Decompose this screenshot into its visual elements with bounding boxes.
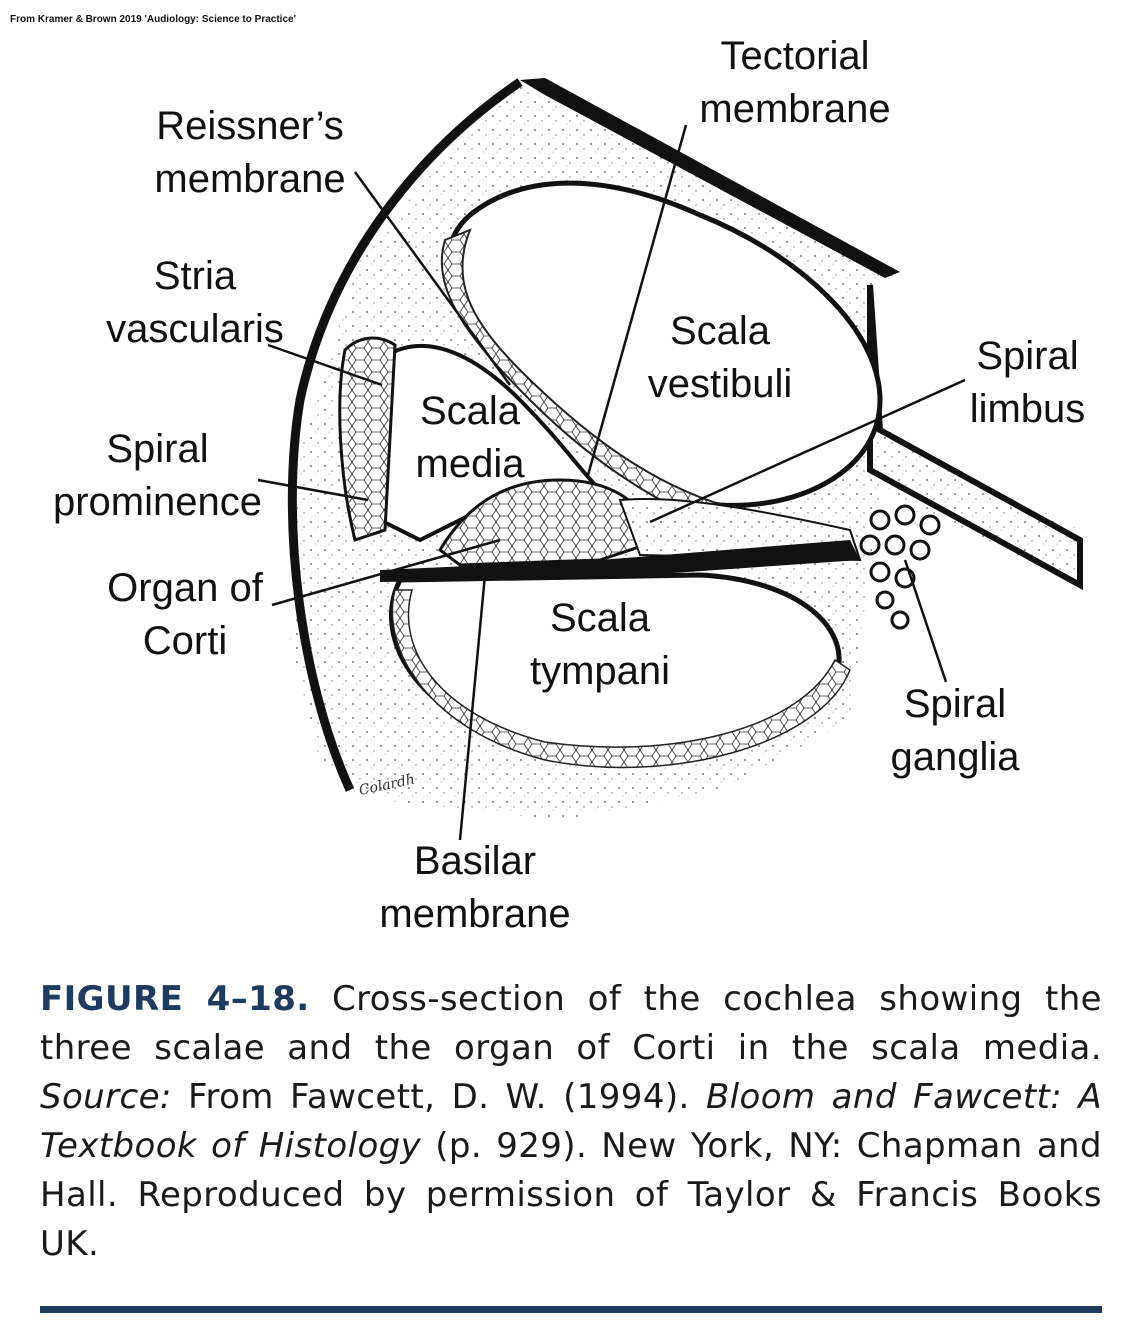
label-spiral-ganglia: Spiral ganglia [880, 678, 1030, 784]
figure-number: FIGURE 4–18. [40, 979, 310, 1019]
label-tectorial-membrane: Tectorial membrane [680, 30, 910, 136]
label-organ-of-corti: Organ of Corti [95, 562, 275, 668]
bottom-rule [40, 1306, 1102, 1313]
label-spiral-limbus: Spiral limbus [955, 330, 1100, 436]
label-scala-tympani: Scala tympani [510, 592, 690, 698]
label-scala-vestibuli: Scala vestibuli [625, 305, 815, 411]
label-basilar-membrane: Basilar membrane [360, 835, 590, 941]
caption-text-2: From Fawcett, D. W. (1994). [172, 1077, 706, 1117]
caption-source-label: Source: [40, 1077, 172, 1117]
figure-caption: FIGURE 4–18. Cross-section of the cochle… [40, 975, 1102, 1269]
leader-spiral-ganglia [905, 560, 946, 682]
spiral-ganglia-cluster [861, 506, 939, 628]
cochlea-diagram: Colardh Tectorial membrane Reissner’s memb… [0, 0, 1138, 960]
label-stria-vascularis: Stria vascularis [95, 250, 295, 356]
label-reissners-membrane: Reissner’s membrane [140, 100, 360, 206]
label-spiral-prominence: Spiral prominence [40, 423, 275, 529]
stria-vascularis-band [340, 338, 395, 540]
label-scala-media: Scala media [400, 385, 540, 491]
